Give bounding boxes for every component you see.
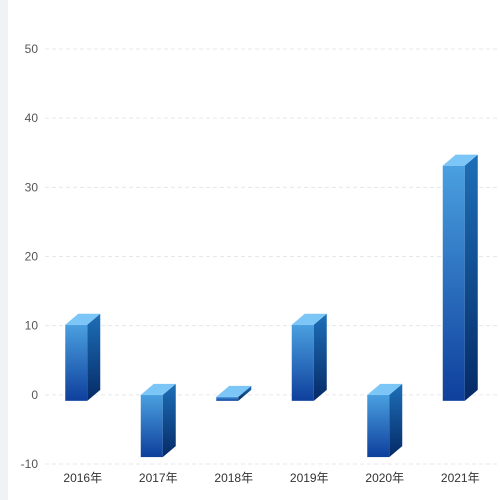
bar-top xyxy=(291,313,327,325)
y-tick-label: 30 xyxy=(25,180,39,194)
x-tick-label: 2017年 xyxy=(139,471,178,485)
bar-side xyxy=(464,154,478,401)
y-tick-label: 0 xyxy=(31,388,38,402)
bar xyxy=(291,313,327,401)
y-tick-label: 40 xyxy=(25,111,39,125)
y-tick-label: 50 xyxy=(25,42,39,56)
y-tick-label: 10 xyxy=(25,319,39,333)
bar xyxy=(216,385,252,401)
bar-side xyxy=(389,383,403,458)
bar-top xyxy=(367,383,403,395)
x-tick-label: 2018年 xyxy=(214,471,253,485)
x-tick-label: 2021年 xyxy=(441,471,480,485)
y-tick-label: 20 xyxy=(25,250,39,264)
bar-top xyxy=(442,154,478,166)
bar-side xyxy=(87,313,101,401)
y-axis: -10 0 10 20 30 40 50 xyxy=(21,42,39,471)
bar xyxy=(65,313,101,401)
y-tick-label: -10 xyxy=(21,457,39,471)
bar xyxy=(140,383,176,458)
bar-top xyxy=(65,313,101,325)
bar-side xyxy=(162,383,176,458)
bar-top xyxy=(216,385,252,397)
bar-side xyxy=(238,385,252,401)
bar-front xyxy=(65,324,88,401)
x-tick-label: 2016年 xyxy=(63,471,102,485)
bar-front xyxy=(216,396,239,401)
left-panel-edge xyxy=(0,0,8,500)
bar-front xyxy=(140,394,163,458)
x-tick-label: 2020年 xyxy=(365,471,404,485)
bar xyxy=(442,154,478,401)
bar-front xyxy=(367,394,390,458)
bar-top xyxy=(140,383,176,395)
bar-side xyxy=(313,313,327,401)
bar-front xyxy=(291,324,314,401)
x-tick-label: 2019年 xyxy=(290,471,329,485)
gridlines xyxy=(45,48,500,465)
x-axis: 2016年 2017年 2018年 2019年 2020年 2021年 xyxy=(63,471,479,485)
bar xyxy=(367,383,403,458)
bar-front xyxy=(442,165,465,401)
bars xyxy=(65,154,478,458)
